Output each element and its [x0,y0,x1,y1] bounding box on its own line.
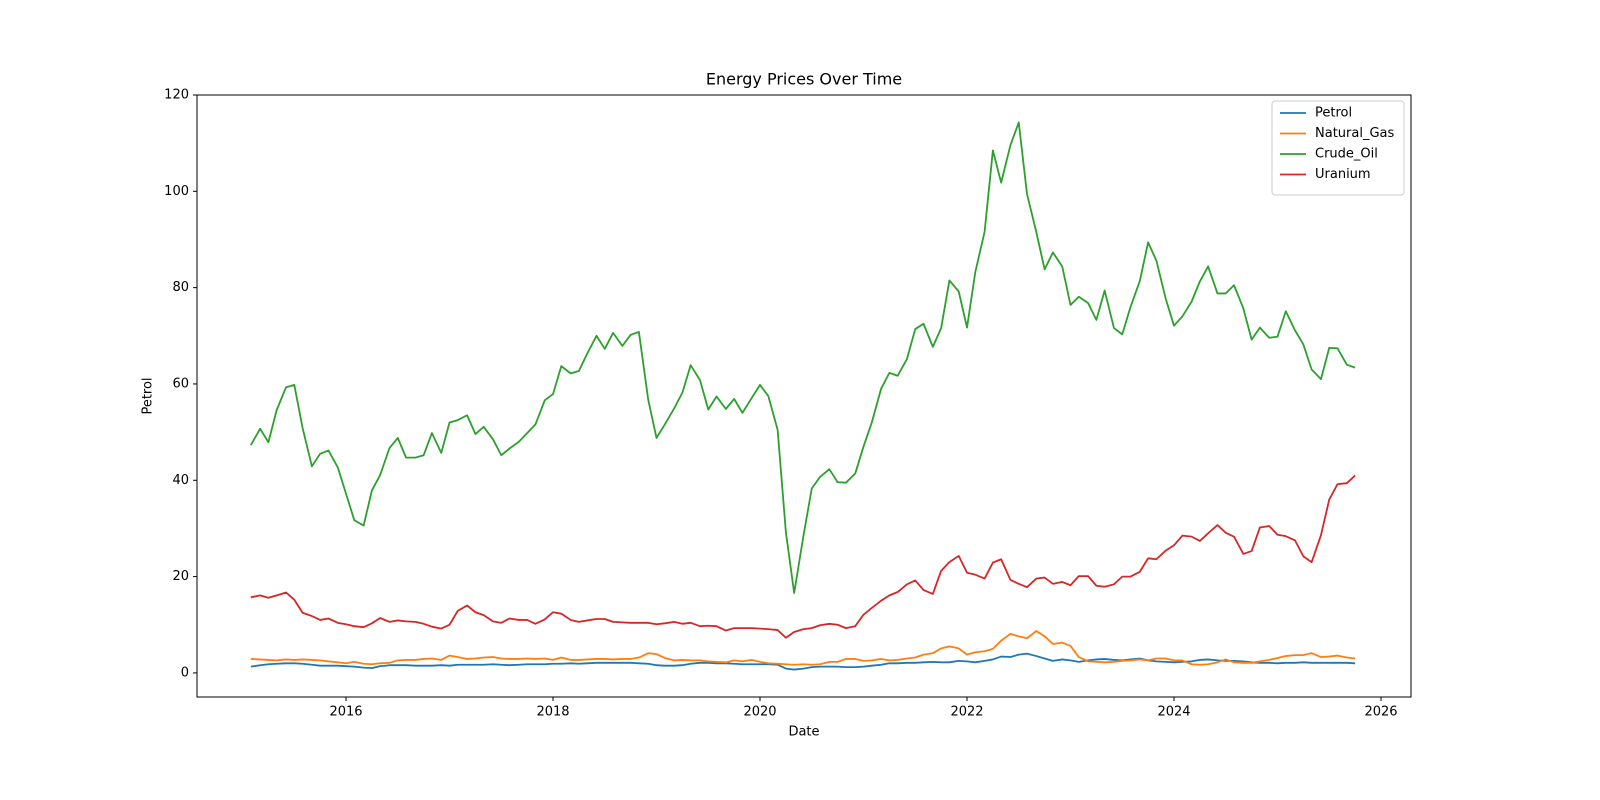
legend-box [1271,100,1405,196]
series-line [250,652,1356,671]
series-line [250,474,1356,639]
y-tick-label: 80 [172,280,189,295]
y-tick-label: 120 [164,88,189,103]
legend-label: Uranium [1315,167,1371,182]
legend-label: Petrol [1315,106,1352,121]
legend-label: Crude_Oil [1315,147,1378,162]
x-tick-label: 2020 [743,705,776,720]
x-tick-label: 2026 [1364,705,1397,720]
y-tick-label: 20 [172,569,189,584]
series-line [250,630,1356,666]
legend: Petrol Natural_Gas Crude_Oil Uranium [1271,100,1405,196]
y-tick-label: 0 [181,665,189,680]
chart-title: Energy Prices Over Time [706,70,902,89]
y-tick-label: 100 [164,184,189,199]
y-tick-label: 60 [172,376,189,391]
series-line [250,121,1356,594]
plot-frame [196,94,1412,698]
x-axis-label: Date [788,725,819,740]
x-tick-label: 2022 [950,705,983,720]
legend-label: Natural_Gas [1315,126,1394,141]
x-tick-label: 2018 [536,705,569,720]
x-tick-label: 2024 [1157,705,1190,720]
x-tick-label: 2016 [329,705,362,720]
y-axis-label: Petrol [141,377,156,414]
y-tick-label: 40 [172,473,189,488]
